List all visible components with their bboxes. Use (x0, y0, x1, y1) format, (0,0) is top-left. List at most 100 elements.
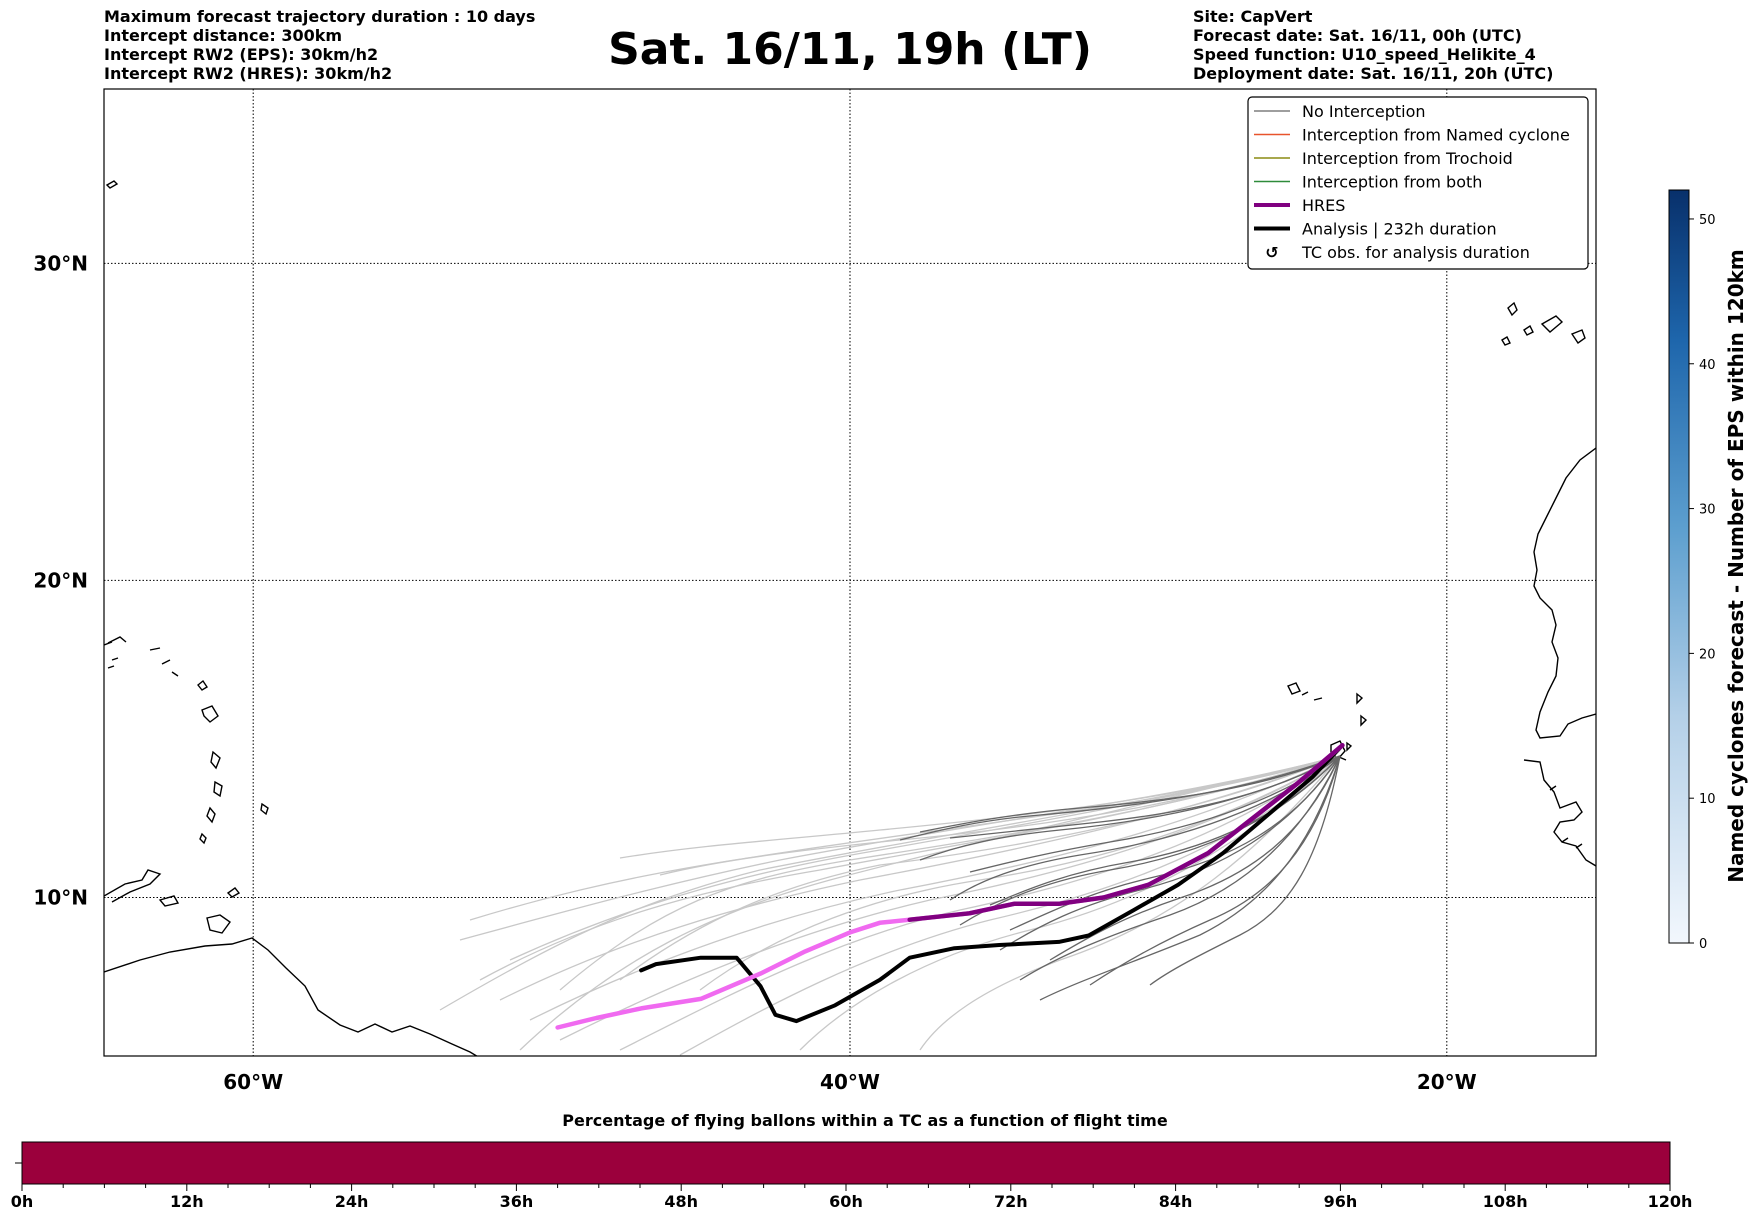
eps-trajectory (989, 755, 1341, 906)
analysis-track (639, 743, 1345, 1024)
coast-stlucia (206, 806, 216, 824)
colorbar-tick-label: 30 (1699, 503, 1716, 518)
series-layer (555, 743, 1345, 1030)
coast-guadeloupe (201, 705, 219, 723)
flight-time-tick-label: 36h (500, 1192, 534, 1211)
eps-trajectory (949, 755, 1341, 839)
eps-trajectory (919, 755, 1341, 833)
eps-trajectory (619, 755, 1341, 981)
legend-label: No Interception (1302, 102, 1426, 121)
flight-time-tick-label: 12h (170, 1192, 204, 1211)
colorbar: 0 10 20 30 40 50 Named cyclones forecast - Nu… (1668, 189, 1748, 952)
coast-martinique (213, 780, 223, 798)
eps-trajectory (619, 755, 1341, 859)
coast-tobago (226, 887, 241, 898)
legend-item: Interception from Trochoid (1254, 149, 1513, 168)
legend-item: Interception from both (1254, 173, 1482, 192)
latitude-tick-labels: 10°N 20°N 30°N (33, 251, 88, 909)
eps-trajectories-dark (899, 755, 1341, 1001)
coast-margarita (158, 895, 180, 907)
coast-azores-top (105, 180, 119, 189)
flight-time-bar-title: Percentage of flying ballons within a TC… (562, 1111, 1168, 1130)
flight-time-tick-label: 120h (1648, 1192, 1693, 1211)
flight-time-tick-label: 24h (335, 1192, 369, 1211)
eps-trajectory (559, 755, 1341, 991)
legend-item: Interception from Named cyclone (1254, 126, 1570, 145)
flight-time-tick-label: 0h (11, 1192, 34, 1211)
header-right-line-1: Site: CapVert (1193, 7, 1313, 26)
legend-item: Analysis | 232h duration (1254, 220, 1497, 239)
coast-venezuela-islands (104, 869, 162, 903)
header-left-line-2: Intercept distance: 300km (104, 26, 342, 45)
colorbar-ticks: 0 10 20 30 40 50 (1689, 213, 1716, 952)
coast-south-america (104, 937, 479, 1056)
legend-label: Interception from both (1302, 173, 1482, 192)
colorbar-label: Named cyclones forecast - Number of EPS … (1724, 249, 1748, 883)
flight-time-bar-fill (21, 1141, 1671, 1185)
header-left-line-1: Maximum forecast trajectory duration : 1… (104, 7, 535, 26)
lon-tick-label: 40°W (820, 1070, 880, 1094)
colorbar-tick-label: 20 (1699, 647, 1716, 662)
coast-canaries (1501, 301, 1586, 346)
header-right-line-4: Deployment date: Sat. 16/11, 20h (UTC) (1193, 64, 1553, 83)
legend-box (1247, 96, 1589, 270)
colorbar-tick-label: 50 (1699, 213, 1716, 228)
coast-trinidad (206, 914, 231, 934)
coast-bissau-islands (1549, 785, 1583, 849)
header-right: Site: CapVert Forecast date: Sat. 16/11,… (1193, 7, 1553, 83)
legend-item: No Interception (1254, 102, 1426, 121)
lat-tick-label: 10°N (33, 885, 88, 909)
eps-trajectory (619, 755, 1341, 1051)
longitude-tick-labels: 60°W 40°W 20°W (223, 1070, 1477, 1094)
colorbar-gradient (1668, 189, 1690, 944)
legend-items: No Interception Interception from Named c… (1254, 102, 1570, 262)
legend-item: ↺ TC obs. for analysis duration (1265, 243, 1530, 262)
legend-label: Interception from Trochoid (1302, 149, 1513, 168)
flight-time-bar-ticks: 0h 12h 24h 36h 48h 60h 72h 84h 96h 108h 120h (11, 1184, 1693, 1211)
tc-obs-marker-icon: ↺ (1265, 243, 1278, 262)
legend: No Interception Interception from Named c… (1247, 96, 1589, 270)
flight-time-tick-label: 72h (994, 1192, 1028, 1211)
coast-barbados (260, 802, 269, 816)
coast-virgin-islands (104, 641, 115, 669)
colorbar-tick-label: 10 (1699, 792, 1716, 807)
eps-trajectory (519, 755, 1341, 1051)
eps-trajectories (439, 755, 1341, 1056)
header-right-line-3: Speed function: U10_speed_Helikite_4 (1193, 45, 1536, 64)
flight-time-tick-label: 96h (1324, 1192, 1358, 1211)
eps-trajectory (459, 755, 1341, 941)
colorbar-tick-label: 40 (1699, 358, 1716, 373)
map-panel: 60°W 40°W 20°W 10°N 20°N 30°N No Interceptio… (33, 88, 1597, 1094)
header-left: Maximum forecast trajectory duration : 1… (104, 7, 535, 83)
eps-trajectories-light (439, 755, 1341, 1056)
flight-time-tick-label: 108h (1483, 1192, 1528, 1211)
lon-tick-label: 20°W (1417, 1070, 1477, 1094)
header-left-line-3: Intercept RW2 (EPS): 30km/h2 (104, 45, 378, 64)
flight-time-bar: Percentage of flying ballons within a TC… (11, 1111, 1693, 1211)
flight-time-tick-label: 60h (829, 1192, 863, 1211)
eps-trajectory (899, 755, 1341, 841)
header-left-line-4: Intercept RW2 (HRES): 30km/h2 (104, 64, 392, 83)
coast-africa (1523, 447, 1596, 867)
eps-trajectory (1009, 755, 1341, 931)
coast-antigua (197, 679, 208, 691)
colorbar-tick-label: 0 (1699, 937, 1707, 952)
flight-time-tick-label: 84h (1159, 1192, 1193, 1211)
chart-title: Sat. 16/11, 19h (LT) (608, 24, 1092, 75)
legend-label: Interception from Named cyclone (1302, 126, 1570, 145)
coast-dominica (210, 750, 221, 770)
eps-trajectory (1049, 755, 1341, 961)
eps-trajectory (439, 755, 1341, 1011)
eps-trajectory (1039, 755, 1341, 1001)
flight-time-tick-label: 48h (664, 1192, 698, 1211)
legend-label: HRES (1302, 196, 1345, 215)
coast-cape-verde (1287, 682, 1368, 761)
lon-tick-label: 60°W (223, 1070, 283, 1094)
lat-tick-label: 20°N (33, 568, 88, 592)
coast-leeward (107, 636, 179, 677)
coast-stvincent (199, 832, 207, 845)
eps-trajectory (1149, 755, 1341, 986)
eps-trajectory (969, 755, 1341, 873)
eps-trajectory (699, 755, 1341, 991)
